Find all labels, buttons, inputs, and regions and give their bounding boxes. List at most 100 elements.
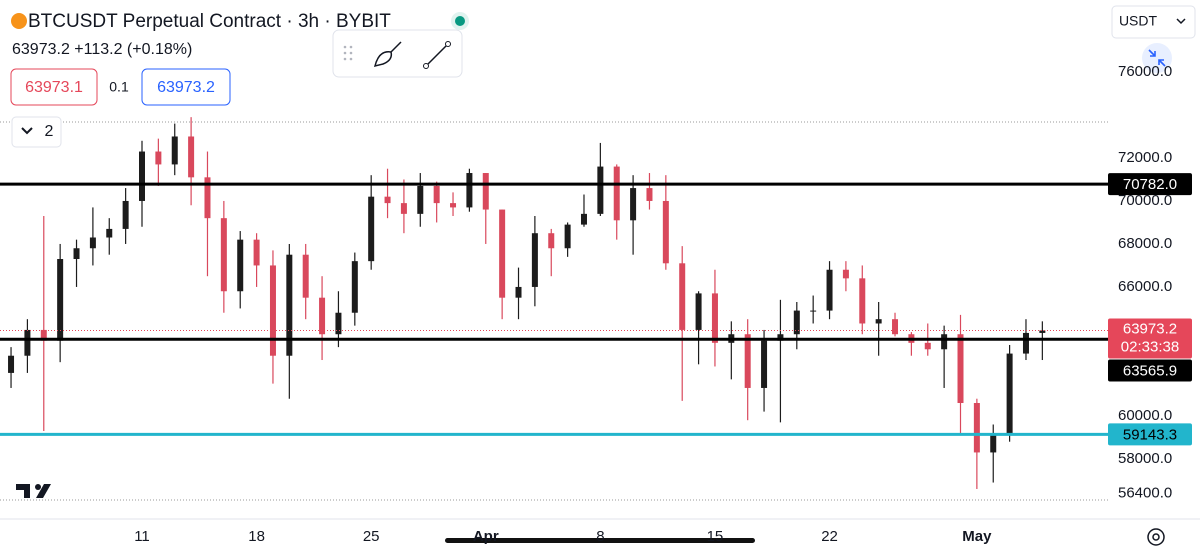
y-tick-label: 72000.0 xyxy=(1118,149,1172,166)
quote: 63973.2 +113.2 (+0.18%) xyxy=(12,41,192,58)
candle-body xyxy=(630,188,637,221)
candle-body xyxy=(417,185,424,214)
chart-title: BTCUSDT Perpetual Contract · 3h · BYBIT xyxy=(28,11,391,32)
currency: USDT xyxy=(1119,13,1158,29)
level-label: 70782.0 xyxy=(1123,176,1177,193)
candle-body xyxy=(761,340,768,388)
countdown: 02:33:38 xyxy=(1121,338,1179,355)
chevron xyxy=(21,127,33,135)
indicator-toggle[interactable] xyxy=(11,116,62,148)
brush-tool[interactable] xyxy=(373,41,402,68)
x-tick-label: 18 xyxy=(248,528,265,545)
candle-body xyxy=(957,334,964,404)
x-tick-label: 8 xyxy=(596,528,604,545)
candle-body xyxy=(515,286,522,298)
candle-body xyxy=(924,342,931,350)
candle-body xyxy=(810,310,817,312)
candle-body xyxy=(892,319,899,335)
candle-body xyxy=(646,188,653,201)
candle-body xyxy=(106,228,113,238)
logo-dot xyxy=(35,484,41,490)
candle-body xyxy=(335,312,342,335)
line-tool-end xyxy=(445,41,451,47)
candle-body xyxy=(450,203,457,208)
level-label: 59143.3 xyxy=(1123,426,1177,443)
candle-body xyxy=(482,173,489,210)
y-tick-label: 66000.0 xyxy=(1118,278,1172,295)
scrollbar[interactable] xyxy=(445,538,755,543)
chevron xyxy=(1176,18,1186,25)
candle-body xyxy=(499,209,506,298)
candle-body xyxy=(990,435,997,453)
settings-icon-hub xyxy=(1152,533,1160,541)
candle-body xyxy=(188,136,195,178)
status-dot xyxy=(455,16,465,26)
candle-body xyxy=(204,177,211,219)
candle-body xyxy=(662,200,669,264)
candle-body xyxy=(875,319,882,324)
ask-box[interactable] xyxy=(141,68,231,106)
candle-body xyxy=(171,136,178,165)
logo xyxy=(16,484,51,498)
x-tick-label: 25 xyxy=(363,528,380,545)
candle-body xyxy=(941,334,948,350)
candle-body xyxy=(613,166,620,221)
y-tick-label: 70000.0 xyxy=(1118,192,1172,209)
level-label-box xyxy=(1108,173,1192,196)
settings-icon[interactable] xyxy=(1147,528,1165,546)
candle-body xyxy=(793,310,800,335)
candle-body xyxy=(57,259,64,341)
candle-body xyxy=(842,269,849,279)
candle-body xyxy=(286,254,293,356)
candle-body xyxy=(384,196,391,204)
x-tick-label: 15 xyxy=(707,528,724,545)
candle-body xyxy=(400,203,407,214)
candle-body xyxy=(319,297,326,335)
candle-body xyxy=(8,355,15,373)
indicator-count: 2 xyxy=(45,123,54,140)
candle-body xyxy=(580,213,587,225)
candle-body xyxy=(826,269,833,311)
y-tick-label: 76000.0 xyxy=(1118,63,1172,80)
candle-body xyxy=(1006,353,1013,436)
last-price-label: 63973.2 xyxy=(1123,320,1177,337)
candle-body xyxy=(368,196,375,262)
candle-body xyxy=(351,261,358,313)
x-tick-label: 11 xyxy=(134,528,150,545)
x-tick-label: May xyxy=(962,528,992,545)
bid-box[interactable] xyxy=(10,68,98,106)
y-tick-label: 68000.0 xyxy=(1118,235,1172,252)
candle-body xyxy=(302,254,309,298)
x-tick-label: Apr xyxy=(473,528,499,545)
y-tick-label: 56400.0 xyxy=(1118,484,1172,501)
level-label-box xyxy=(1108,359,1192,382)
candle-body xyxy=(155,151,162,165)
line-tool[interactable] xyxy=(425,43,449,67)
candle-body xyxy=(122,200,129,229)
candle-body xyxy=(1022,332,1029,354)
candle-body xyxy=(466,173,473,208)
candle-body xyxy=(744,334,751,388)
bid: 63973.1 xyxy=(25,79,83,96)
line-tool-end xyxy=(423,63,429,69)
candle-body xyxy=(564,224,571,249)
spread: 0.1 xyxy=(109,79,129,95)
candle-body xyxy=(433,185,440,204)
candle-body xyxy=(139,151,145,201)
y-tick-label: 60000.0 xyxy=(1118,407,1172,424)
candle-body xyxy=(859,278,866,324)
level-label-box xyxy=(1108,423,1192,446)
x-tick-label: 22 xyxy=(821,528,838,545)
drawing-toolbar xyxy=(332,29,463,78)
candle-body xyxy=(269,265,276,356)
candle-body xyxy=(597,166,604,214)
candle-body xyxy=(531,233,538,287)
currency-select[interactable] xyxy=(1111,5,1196,39)
candle-body xyxy=(24,329,31,356)
candle-body xyxy=(777,334,784,341)
plot-area xyxy=(0,117,1108,489)
y-tick-label: 58000.0 xyxy=(1118,450,1172,467)
candle-body xyxy=(548,233,555,249)
candle-body xyxy=(711,293,718,343)
